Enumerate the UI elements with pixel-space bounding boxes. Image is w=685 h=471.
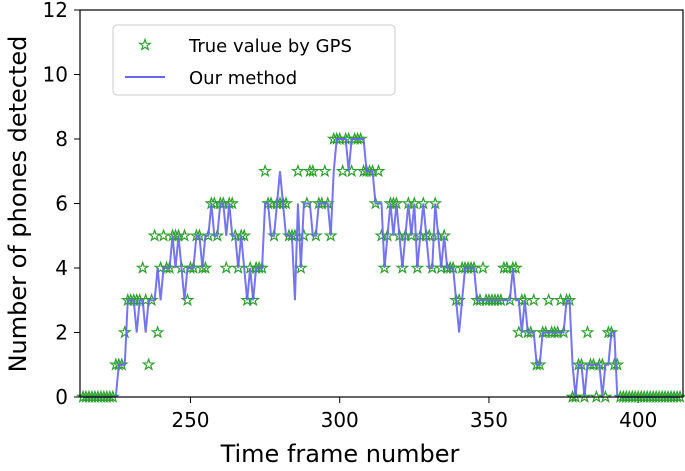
y-axis-label: Number of phones detected [4,36,32,373]
x-tick-label: 350 [470,408,508,432]
star-marker [246,292,261,307]
y-tick-label: 2 [55,321,68,345]
star-marker [299,196,314,210]
y-tick-label: 10 [43,63,68,87]
star-marker [141,357,156,371]
star-marker [135,260,150,274]
star-marker [502,292,517,307]
star-marker [317,163,332,178]
star-marker [305,163,320,178]
star-marker [150,325,165,339]
y-tick-label: 12 [43,0,68,22]
plot-frame [79,9,684,398]
star-marker [368,196,383,210]
star-marker [293,260,308,274]
star-marker [225,196,240,210]
star-marker [673,389,685,403]
star-marker [556,325,571,339]
y-tick-label: 4 [55,256,68,280]
star-marker [258,163,273,178]
star-marker [476,260,490,274]
y-tick-label: 0 [55,385,68,409]
x-tick-label: 400 [619,408,657,432]
star-marker [162,260,177,274]
star-marker [156,228,171,242]
x-tick-label: 250 [171,408,209,432]
star-marker [117,325,132,339]
star-marker [610,357,625,371]
star-marker [410,260,425,274]
legend-box [112,24,396,96]
y-tick-label: 8 [55,127,68,151]
star-marker [237,228,252,242]
star-marker [526,292,541,307]
star-marker [377,260,392,274]
star-marker [177,228,192,242]
star-marker [231,260,246,274]
star-marker [508,260,523,274]
star-marker [577,389,592,403]
star-marker [219,260,234,274]
star-marker [255,260,270,274]
legend-label: True value by GPS [188,36,352,57]
star-marker [323,228,338,242]
series-line [82,138,681,397]
star-marker [335,163,350,178]
star-marker [147,228,162,242]
x-tick-label: 300 [321,408,359,432]
legend-label: Our method [189,68,297,89]
star-marker [541,292,556,307]
legend-marker [138,37,152,51]
y-tick-label: 6 [55,192,68,216]
star-marker [353,131,368,145]
x-axis-label: Time frame number [220,440,460,467]
star-marker [371,163,386,178]
star-marker [290,163,305,178]
star-marker [595,357,610,371]
star-marker [395,260,410,274]
star-marker [580,325,595,339]
